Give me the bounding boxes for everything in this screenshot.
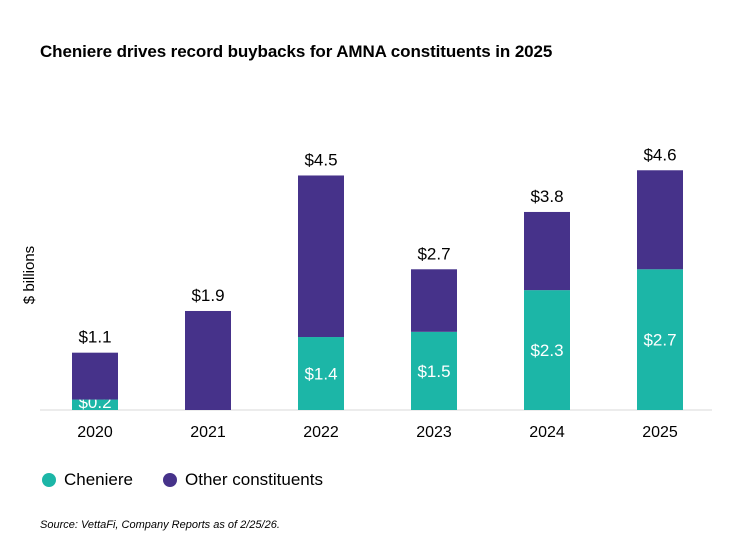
source-note: Source: VettaFi, Company Reports as of 2… [40,519,280,531]
bar-segment-cheniere-2022 [298,337,344,410]
x-tick-label-2022: 2022 [303,424,339,441]
legend-item-cheniere: Cheniere [42,470,133,490]
bar-segment-other-2024 [524,211,570,291]
bar-segment-cheniere-2020 [72,399,118,410]
legend-swatch-other-constituents [163,473,177,487]
total-label-2025: $4.6 [643,145,676,164]
total-label-2022: $4.5 [304,150,337,169]
total-label-2021: $1.9 [191,286,224,305]
x-tick-label-2020: 2020 [77,424,113,441]
total-label-2023: $2.7 [417,244,450,263]
y-axis-label: $ billions [21,246,38,304]
total-label-2024: $3.8 [530,187,563,206]
legend: Cheniere Other constituents [42,470,353,490]
bar-segment-other-2021 [185,310,231,410]
legend-label-cheniere: Cheniere [64,470,133,489]
bar-segment-cheniere-2025 [637,269,683,410]
data-label-cheniere-2022: $1.4 [304,365,337,384]
x-tick-label-2025: 2025 [642,424,678,441]
bar-segment-other-2025 [637,170,683,270]
x-tick-label-2023: 2023 [416,424,452,441]
bar-segment-cheniere-2023 [411,331,457,410]
x-tick-label-2024: 2024 [529,424,565,441]
data-label-cheniere-2023: $1.5 [417,362,450,381]
stacked-bar-chart: $ billions $0.2$1.12020$1.92021$1.4$4.52… [21,145,712,441]
data-label-cheniere-2024: $2.3 [530,341,563,360]
legend-item-other-constituents: Other constituents [163,470,323,490]
legend-label-other-constituents: Other constituents [185,470,323,489]
total-label-2020: $1.1 [78,328,111,347]
bar-segment-cheniere-2024 [524,290,570,410]
bar-segment-other-2022 [298,175,344,338]
bar-segment-other-2023 [411,269,457,332]
legend-swatch-cheniere [42,473,56,487]
chart-title: Cheniere drives record buybacks for AMNA… [40,42,553,61]
data-label-cheniere-2025: $2.7 [643,331,676,350]
x-tick-label-2021: 2021 [190,424,226,441]
bar-segment-other-2020 [72,352,118,400]
chart-marks: $0.2$1.12020$1.92021$1.4$4.52022$1.5$2.7… [72,145,683,441]
